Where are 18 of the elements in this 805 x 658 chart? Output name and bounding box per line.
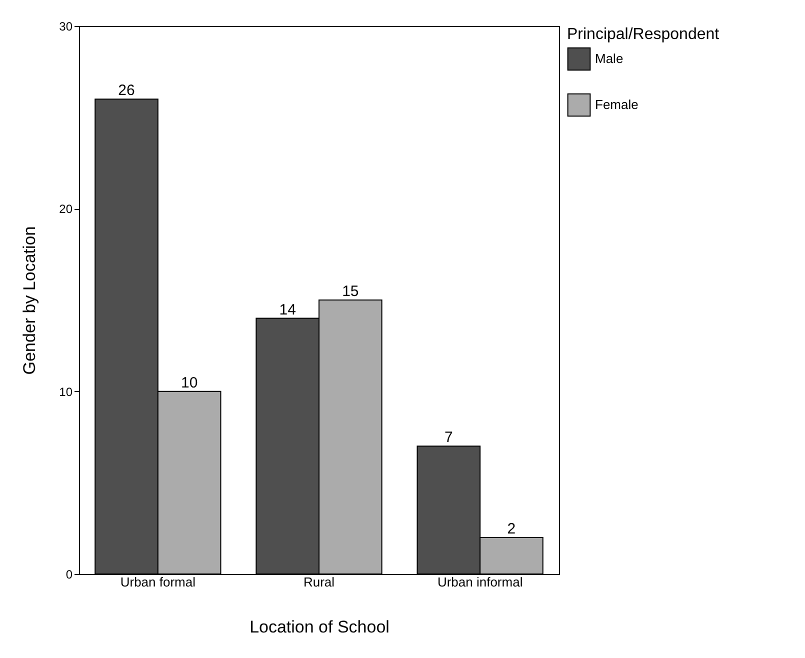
data-label: 26 bbox=[118, 82, 135, 100]
data-label: 14 bbox=[279, 301, 296, 318]
legend-label: Female bbox=[595, 97, 638, 112]
y-axis-title: Gender by Location bbox=[20, 226, 40, 375]
legend-label: Male bbox=[595, 51, 624, 66]
x-tick-label: Urban informal bbox=[437, 574, 523, 590]
data-label: 2 bbox=[507, 520, 516, 538]
data-label: 15 bbox=[342, 283, 359, 300]
y-tick-label: 10 bbox=[59, 384, 73, 399]
y-tick-label: 30 bbox=[59, 20, 73, 34]
x-tick-label: Rural bbox=[303, 574, 335, 590]
data-label: 7 bbox=[444, 429, 453, 446]
x-tick-label: Urban formal bbox=[120, 574, 196, 590]
y-tick-label: 20 bbox=[59, 202, 73, 216]
y-tick-label: 0 bbox=[66, 568, 73, 582]
data-label: 10 bbox=[180, 374, 198, 392]
legend-title: Principal/Respondent bbox=[567, 26, 720, 43]
x-axis-title: Location of School bbox=[250, 618, 390, 636]
